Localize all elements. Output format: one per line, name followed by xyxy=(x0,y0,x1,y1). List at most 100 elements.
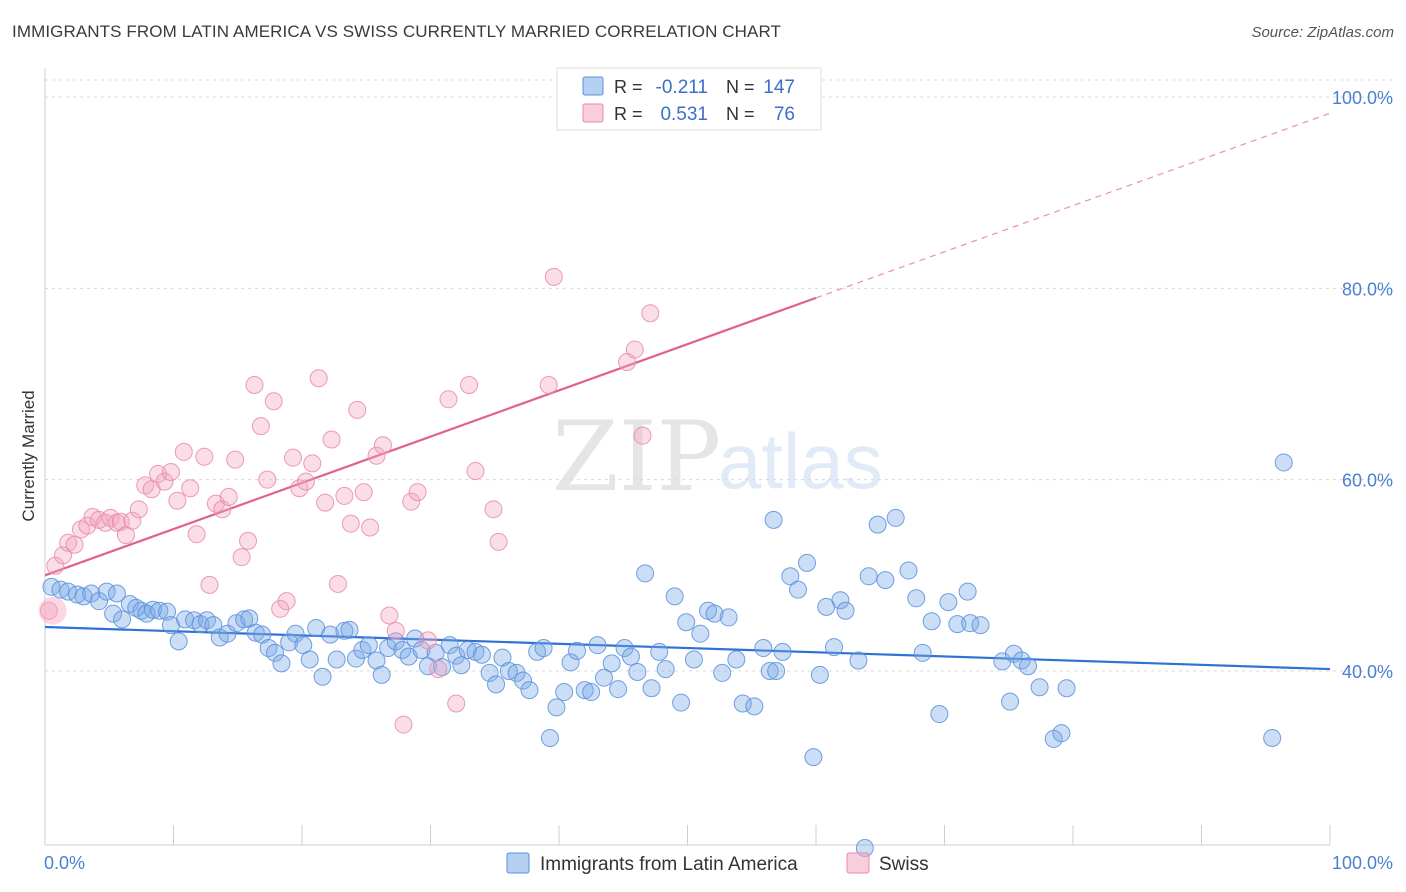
data-point xyxy=(219,487,238,506)
data-point xyxy=(150,601,169,620)
data-point xyxy=(665,587,684,606)
data-point xyxy=(789,580,808,599)
trend-lines xyxy=(44,112,1331,671)
data-point xyxy=(200,575,219,594)
data-point xyxy=(810,665,829,684)
data-point xyxy=(1057,679,1076,698)
data-point xyxy=(745,697,764,716)
stats-legend: R = -0.211 N = 147 R = 0.531 N = 76 xyxy=(556,67,822,131)
data-point xyxy=(633,426,652,445)
chart-source: Source: ZipAtlas.com xyxy=(1251,24,1394,41)
data-point xyxy=(836,601,855,620)
data-point xyxy=(594,668,613,687)
data-point xyxy=(727,650,746,669)
data-point xyxy=(907,589,926,608)
data-point xyxy=(440,636,459,655)
data-point xyxy=(466,462,485,481)
y-tick-label: 80.0% xyxy=(1342,279,1393,299)
data-point xyxy=(460,375,479,394)
data-point xyxy=(313,667,332,686)
data-point xyxy=(1052,724,1071,743)
legend-swatch-latin-america xyxy=(582,76,604,96)
series-legend-label-latin-america: Immigrants from Latin America xyxy=(540,854,798,875)
data-point xyxy=(1263,728,1282,747)
data-point xyxy=(691,624,710,643)
legend-n-label-1: N = xyxy=(726,77,755,97)
data-point xyxy=(328,574,347,593)
grid xyxy=(45,79,1393,672)
data-point xyxy=(439,390,458,409)
trend-line-swiss xyxy=(44,296,817,577)
data-point xyxy=(296,472,315,491)
data-point xyxy=(78,516,97,535)
data-point xyxy=(1019,657,1038,676)
data-point xyxy=(394,715,413,734)
data-point xyxy=(155,472,174,491)
legend-n-value-2: 76 xyxy=(774,104,795,125)
data-point xyxy=(169,632,188,651)
data-point xyxy=(341,514,360,533)
data-point xyxy=(447,646,466,665)
data-point xyxy=(534,639,553,658)
data-point xyxy=(161,463,180,482)
data-point xyxy=(271,599,290,618)
data-point xyxy=(429,660,448,679)
data-point xyxy=(922,612,941,631)
data-point xyxy=(733,694,752,713)
data-point xyxy=(798,553,817,572)
data-point xyxy=(340,620,359,639)
data-point xyxy=(507,663,526,682)
data-point xyxy=(1274,453,1293,472)
data-point xyxy=(412,640,431,659)
data-point xyxy=(187,525,206,544)
data-point xyxy=(650,642,669,661)
data-point xyxy=(514,671,533,690)
data-point xyxy=(379,639,398,658)
data-point xyxy=(487,675,506,694)
data-point xyxy=(321,625,340,644)
data-point xyxy=(82,584,101,603)
data-point xyxy=(677,613,696,632)
data-point xyxy=(246,623,265,642)
data-point xyxy=(948,615,967,634)
data-point xyxy=(447,694,466,713)
data-point xyxy=(143,600,162,619)
data-point xyxy=(913,643,932,662)
data-point xyxy=(418,631,437,650)
data-point xyxy=(642,679,661,698)
data-point xyxy=(218,624,237,643)
data-point xyxy=(930,705,949,724)
data-point xyxy=(113,610,132,629)
data-point xyxy=(713,663,732,682)
data-point xyxy=(804,748,823,767)
y-tick-label: 60.0% xyxy=(1342,471,1393,491)
data-point xyxy=(348,400,367,419)
data-point xyxy=(609,680,628,699)
data-point xyxy=(899,561,918,580)
data-point xyxy=(1030,678,1049,697)
data-point xyxy=(781,567,800,586)
data-point xyxy=(719,608,738,627)
data-point xyxy=(89,592,108,611)
data-point xyxy=(641,304,660,323)
data-point xyxy=(386,621,405,640)
trend-line-latin-america xyxy=(44,625,1331,671)
data-point xyxy=(760,662,779,680)
data-point xyxy=(1001,692,1020,711)
data-point xyxy=(235,610,254,629)
data-point xyxy=(359,636,378,655)
data-point xyxy=(672,693,691,712)
data-point xyxy=(958,582,977,601)
data-point xyxy=(971,616,990,635)
legend-r-label-2: R = xyxy=(614,104,643,124)
data-point xyxy=(876,571,895,590)
series-swiss xyxy=(39,88,739,734)
data-point xyxy=(373,436,392,455)
data-point xyxy=(859,567,878,586)
data-point xyxy=(539,375,558,394)
data-points xyxy=(38,88,1293,857)
data-point xyxy=(123,511,142,530)
series-latin-america xyxy=(42,453,1293,857)
data-point xyxy=(195,447,214,466)
data-point xyxy=(367,446,386,465)
